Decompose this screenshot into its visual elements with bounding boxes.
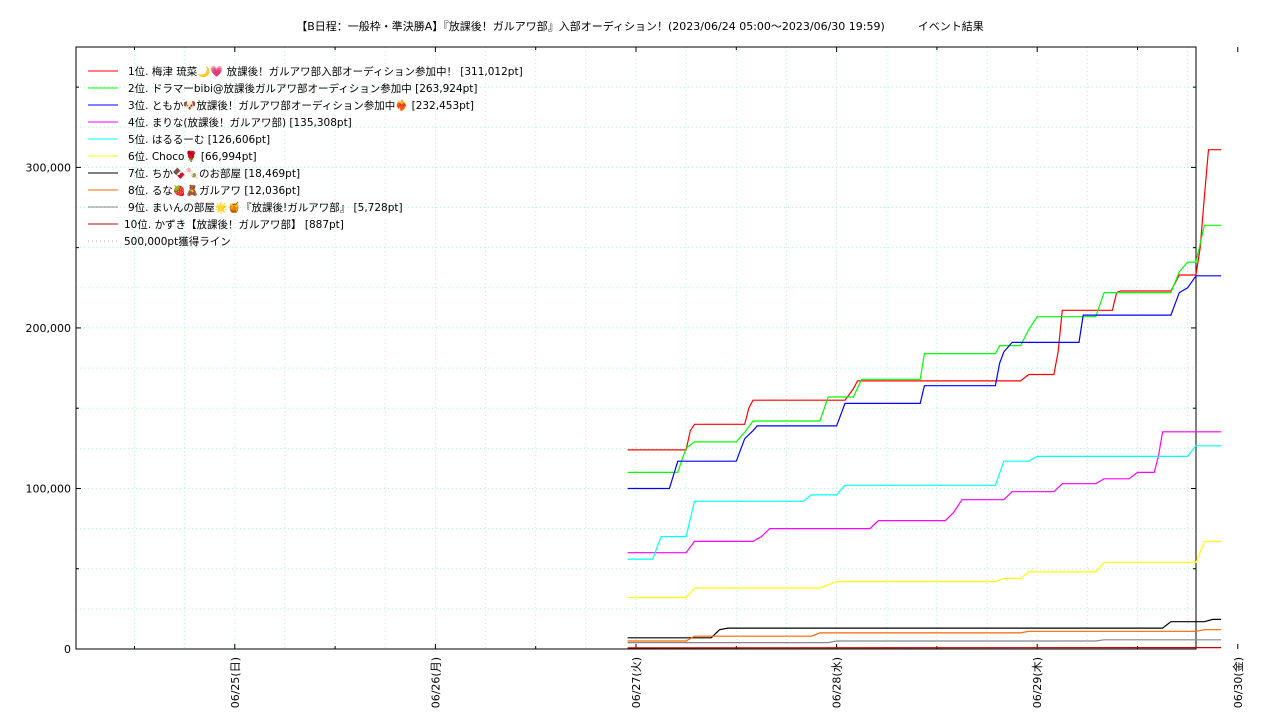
y-tick-label: 200,000 — [26, 322, 72, 335]
x-tick-label: 06/25(日) — [229, 657, 242, 708]
series-line-3 — [627, 275, 1222, 490]
legend-label: 10位. かずき【放課後！ガルアワ部】 [887pt] — [124, 218, 344, 231]
x-tick-label: 06/26(月) — [429, 657, 442, 708]
y-tick-label: 300,000 — [26, 161, 72, 174]
legend-label: 2位. ドラマーbibi@放課後ガルアワ部オーディション参加中 [263,924… — [128, 82, 478, 95]
series-line-8 — [627, 629, 1222, 642]
series-line-2 — [627, 224, 1222, 473]
x-tick-label: 06/29(木) — [1031, 657, 1044, 708]
legend-label: 9位. まいんの部屋🌟🍯『放課後!ガルアワ部』 [5,728pt] — [128, 201, 403, 214]
legend-label: 500,000pt獲得ライン — [124, 235, 231, 248]
legend-label: 3位. ともか🐶放課後！ガルアワ部オーディション参加中❤️‍🔥 [232,453… — [128, 99, 474, 112]
series-line-6 — [627, 540, 1222, 599]
legend-label: 5位. はるるーむ [126,606pt] — [128, 133, 270, 146]
legend-label: 7位. ちか🍫🍡のお部屋 [18,469pt] — [128, 167, 300, 180]
series-line-4 — [627, 431, 1222, 554]
x-tick-label: 06/28(水) — [831, 657, 844, 708]
x-tick-label: 06/30(金) — [1231, 657, 1245, 708]
legend-label: 8位. るな🍓🧸ガルアワ [12,036pt] — [128, 184, 300, 197]
y-tick-label: 100,000 — [26, 482, 72, 495]
series-line-7 — [627, 618, 1222, 639]
series-line-1 — [627, 149, 1222, 451]
chart-title: 【B日程：一般枠・準決勝A】『放課後！ガルアワ部』入部オーディション！(2023… — [296, 20, 984, 33]
y-tick-label: 0 — [64, 643, 71, 656]
legend-label: 6位. Choco🌹 [66,994pt] — [128, 150, 257, 163]
legend-label: 1位. 梅津 琉菜🌙💗 放課後！ガルアワ部入部オーディション参加中！ [311,… — [128, 65, 523, 78]
legend: 1位. 梅津 琉菜🌙💗 放課後！ガルアワ部入部オーディション参加中！ [311,… — [88, 65, 523, 248]
series-line-9 — [627, 639, 1222, 644]
series-line-5 — [627, 445, 1222, 560]
legend-label: 4位. まりな(放課後！ガルアワ部) [135,308pt] — [128, 116, 352, 129]
x-tick-label: 06/27(火) — [630, 657, 643, 708]
grid — [76, 47, 1196, 649]
